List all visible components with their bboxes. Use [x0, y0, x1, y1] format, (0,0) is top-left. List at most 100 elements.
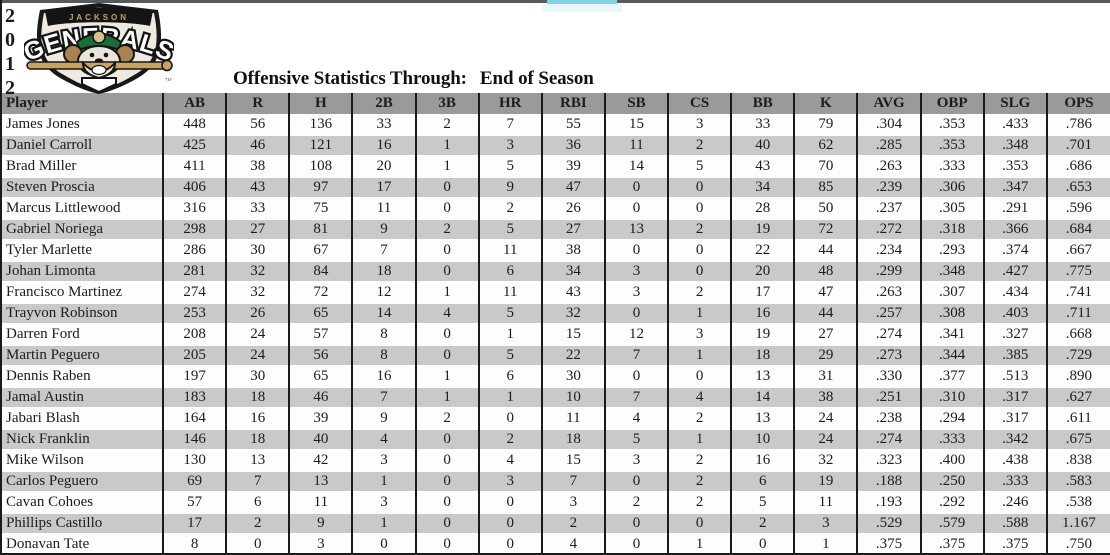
stat-cell: 17	[162, 513, 227, 534]
stat-cell: .375	[919, 534, 984, 553]
stat-cell: 425	[162, 135, 227, 156]
stat-cell: 14	[730, 387, 795, 408]
stat-cell: 7	[351, 387, 416, 408]
stat-cell: 2	[540, 513, 605, 534]
stat-cell: .838	[1045, 450, 1110, 471]
stat-cell: 30	[540, 366, 605, 387]
stat-cell: 164	[162, 408, 227, 429]
stat-cell: 97	[288, 177, 353, 198]
stat-cell: .686	[1045, 156, 1110, 177]
stat-cell: 0	[477, 408, 542, 429]
stat-cell: .353	[982, 156, 1047, 177]
stat-cell: 0	[667, 261, 732, 282]
stat-cell: 208	[162, 324, 227, 345]
column-header-2b: 2B	[351, 93, 416, 114]
stat-cell: .434	[982, 282, 1047, 303]
stat-cell: 5	[730, 492, 795, 513]
year-digit: 0	[5, 29, 15, 51]
stat-cell: 34	[730, 177, 795, 198]
stat-cell: 24	[793, 429, 858, 450]
stat-cell: .273	[856, 345, 921, 366]
stat-cell: 8	[162, 534, 227, 553]
stat-cell: .294	[919, 408, 984, 429]
column-header-h: H	[288, 93, 353, 114]
stat-cell: 0	[414, 534, 479, 553]
stat-cell: .427	[982, 261, 1047, 282]
stat-cell: .193	[856, 492, 921, 513]
table-row: Phillips Castillo 17 2 9 1 0 0 2 0 0 2 3.529.579.58…	[2, 513, 1110, 534]
stat-cell: 0	[414, 240, 479, 261]
stat-cell: 28	[730, 198, 795, 219]
stat-cell: .375	[982, 534, 1047, 553]
stat-cell: 8	[351, 345, 416, 366]
stat-cell: 43	[730, 156, 795, 177]
stat-cell: 0	[667, 366, 732, 387]
stat-cell: 2	[477, 429, 542, 450]
stat-cell: 3	[351, 492, 416, 513]
stat-cell: 81	[288, 219, 353, 240]
player-name: Jabari Blash	[6, 410, 80, 426]
stat-cell: .234	[856, 240, 921, 261]
stat-cell: 11	[793, 492, 858, 513]
stat-cell: 5	[477, 156, 542, 177]
stat-cell: 2	[477, 198, 542, 219]
stat-cell: .750	[1045, 534, 1110, 553]
stat-cell: 0	[351, 534, 416, 553]
stat-cell: 14	[351, 303, 416, 324]
stat-cell: .374	[982, 240, 1047, 261]
stat-cell: 1	[667, 303, 732, 324]
stat-cell: 11	[603, 135, 669, 156]
team-logo: JACKSON GENERALS TM	[17, 1, 180, 96]
stat-cell: 9	[351, 219, 416, 240]
stat-cell: .291	[982, 198, 1047, 219]
stat-cell: 11	[288, 492, 353, 513]
table-row: Marcus Littlewood 316 33 75 11 0 2 26 0 0 28 50.237…	[2, 198, 1110, 219]
stat-cell: 130	[162, 450, 227, 471]
stat-cell: .305	[919, 198, 984, 219]
stat-cell: .292	[919, 492, 984, 513]
stat-cell: 16	[351, 366, 416, 387]
stat-cell: .307	[919, 282, 984, 303]
stat-cell: 29	[793, 345, 858, 366]
stat-cell: .385	[982, 345, 1047, 366]
stat-cell: 7	[351, 240, 416, 261]
stat-cell: 5	[477, 303, 542, 324]
stat-cell: 0	[667, 177, 732, 198]
stat-cell: .317	[982, 408, 1047, 429]
stat-cell: .333	[982, 471, 1047, 492]
stat-cell: .775	[1045, 261, 1110, 282]
stat-cell: 0	[667, 513, 732, 534]
stat-cell: 183	[162, 387, 227, 408]
stat-cell: 253	[162, 303, 227, 324]
player-name: Phillips Castillo	[2, 513, 163, 534]
stat-cell: 1	[793, 534, 858, 553]
stat-cell: 8	[351, 324, 416, 345]
stat-cell: 27	[225, 219, 290, 240]
stat-cell: .741	[1045, 282, 1110, 303]
stat-cell: 19	[730, 324, 795, 345]
column-header-ops: OPS	[1045, 93, 1110, 114]
stat-cell: 7	[477, 114, 542, 135]
stat-cell: 2	[667, 471, 732, 492]
stat-cell: 1	[414, 156, 479, 177]
stat-cell: 27	[540, 219, 605, 240]
table-row: Gabriel Noriega 298 27 81 9 2 5 27 13 2 19 72.272.3…	[2, 219, 1110, 240]
stat-cell: .400	[919, 450, 984, 471]
stat-cell: 32	[225, 282, 290, 303]
stat-cell: 15	[540, 450, 605, 471]
stat-cell: 34	[540, 261, 605, 282]
stat-cell: .342	[982, 429, 1047, 450]
stat-cell: .529	[856, 513, 921, 534]
stat-cell: 55	[540, 114, 605, 135]
table-header-row: Player AB R H 2B 3B HR RBI SB CS BB K AVG OBP SLG OPS	[2, 93, 1110, 114]
stat-cell: 13	[288, 471, 353, 492]
stat-cell: 7	[540, 471, 605, 492]
stat-cell: .627	[1045, 387, 1110, 408]
stat-cell: .263	[856, 156, 921, 177]
stat-cell: .668	[1045, 324, 1110, 345]
stat-cell: 11	[477, 282, 542, 303]
table-row: Jabari Blash 164 16 39 9 2 0 11 4 2 13 24.238.294.3…	[2, 408, 1110, 429]
player-name: Nick Franklin	[2, 429, 163, 450]
stat-cell: .293	[919, 240, 984, 261]
table-row: Brad Miller 411 38 108 20 1 5 39 14 5 43 70.263.333…	[2, 156, 1110, 177]
